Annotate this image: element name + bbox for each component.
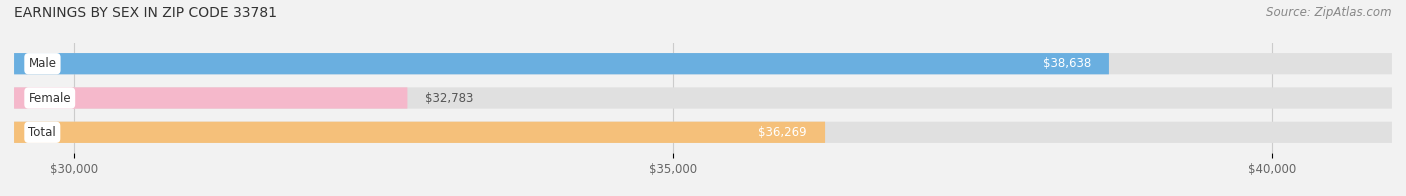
Text: $32,783: $32,783 xyxy=(426,92,474,104)
Text: $36,269: $36,269 xyxy=(758,126,807,139)
FancyBboxPatch shape xyxy=(14,122,825,143)
FancyBboxPatch shape xyxy=(14,53,1109,74)
FancyBboxPatch shape xyxy=(14,87,408,109)
Text: EARNINGS BY SEX IN ZIP CODE 33781: EARNINGS BY SEX IN ZIP CODE 33781 xyxy=(14,6,277,20)
FancyBboxPatch shape xyxy=(14,53,1392,74)
Text: $38,638: $38,638 xyxy=(1043,57,1091,70)
Text: Male: Male xyxy=(28,57,56,70)
Text: Female: Female xyxy=(28,92,72,104)
Text: Source: ZipAtlas.com: Source: ZipAtlas.com xyxy=(1267,6,1392,19)
FancyBboxPatch shape xyxy=(14,87,1392,109)
FancyBboxPatch shape xyxy=(14,122,1392,143)
Text: Total: Total xyxy=(28,126,56,139)
